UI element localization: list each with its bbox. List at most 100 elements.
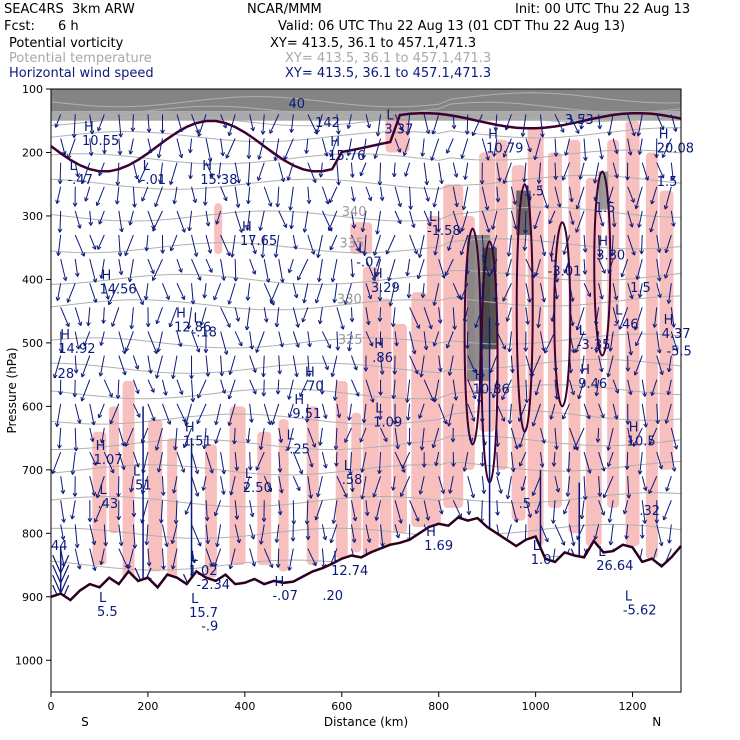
wind-arrowhead: [479, 373, 485, 378]
wind-arrow: [350, 476, 354, 492]
wind-arrowhead: [101, 319, 106, 324]
wind-arrow: [406, 379, 411, 403]
wind-arrow: [521, 476, 527, 491]
wind-arrow: [467, 355, 476, 373]
wind-arrow: [89, 258, 97, 283]
wind-arrowhead: [205, 222, 211, 227]
extrema-marker-22: L: [194, 312, 202, 327]
wind-arrowhead: [151, 276, 157, 281]
wind-arrowhead: [531, 422, 537, 427]
extrema-label-18: 1.5: [630, 281, 651, 296]
wind-arrow: [583, 138, 587, 161]
wind-arrow: [321, 451, 327, 469]
wind-arrow: [263, 475, 272, 492]
wind-arrowhead: [634, 204, 639, 210]
wind-arrowhead: [234, 466, 240, 471]
wind-arrow: [205, 524, 209, 544]
wind-arrowhead: [296, 486, 301, 492]
wind-arrowhead: [260, 253, 266, 259]
wind-arrow: [216, 524, 222, 547]
wind-arrow: [409, 186, 412, 210]
wind-arrow: [117, 162, 120, 186]
isentrope-label-1: 335: [339, 237, 364, 252]
wind-arrow: [220, 331, 228, 355]
extrema-marker-19: H: [176, 306, 186, 321]
wind-arrow: [89, 548, 96, 571]
wind-arrowhead: [352, 516, 358, 522]
wind-arrowhead: [650, 391, 655, 397]
extrema-label-1: -.47: [67, 173, 92, 188]
wind-arrowhead: [277, 468, 283, 473]
wind-arrowhead: [480, 462, 485, 467]
wind-arrow: [380, 355, 383, 375]
wind-arrowhead: [556, 203, 562, 208]
wind-arrow: [656, 114, 664, 130]
wind-arrowhead: [137, 178, 143, 184]
wind-arrowhead: [553, 152, 559, 157]
wind-arrowhead: [432, 203, 438, 208]
wind-arrowhead: [479, 180, 485, 185]
wind-arrow: [670, 210, 675, 227]
wind-arrowhead: [252, 368, 257, 373]
wind-arrow: [392, 307, 396, 327]
wind-arrowhead: [385, 250, 391, 255]
wind-arrow: [185, 403, 193, 426]
wind-arrowhead: [599, 155, 604, 160]
wind-arrowhead: [544, 204, 549, 209]
wind-arrowhead: [570, 220, 575, 225]
wind-arrow: [350, 355, 358, 371]
wind-arrowhead: [97, 126, 102, 132]
wind-arrowhead: [261, 517, 267, 522]
extrema-label-27: .28: [53, 367, 74, 382]
wind-arrowhead: [502, 179, 508, 185]
wind-arrow: [60, 307, 70, 327]
wind-arrow: [161, 403, 171, 425]
wind-arrowhead: [245, 226, 251, 231]
wind-arrowhead: [390, 322, 396, 328]
pink-shade-32: [214, 203, 223, 255]
wind-arrow: [335, 452, 338, 467]
extrema-label-17: 3.29: [371, 281, 400, 296]
wind-arrow: [262, 355, 265, 377]
wind-arrowhead: [148, 369, 153, 374]
wind-arrow: [200, 307, 207, 326]
wind-arrowhead: [118, 270, 124, 276]
wind-arrow: [670, 307, 675, 328]
wind-arrowhead: [156, 348, 161, 353]
wind-arrow: [321, 138, 328, 157]
wind-arrowhead: [398, 519, 403, 524]
wind-arrowhead: [493, 127, 499, 132]
wind-arrow: [321, 524, 327, 541]
wind-arrowhead: [130, 127, 136, 132]
wind-arrow: [553, 452, 556, 467]
wind-arrow: [496, 500, 499, 516]
wind-arrow: [147, 379, 155, 393]
wind-arrowhead: [425, 516, 431, 521]
wind-arrow: [255, 451, 265, 471]
wind-arrow: [562, 403, 570, 420]
wind-arrow: [539, 186, 549, 209]
wind-arrow: [481, 258, 491, 277]
wind-arrow: [583, 283, 591, 297]
wind-arrow: [89, 403, 95, 426]
wind-arrowhead: [497, 177, 502, 182]
pink-shade-14: [392, 323, 407, 534]
wind-arrow: [670, 162, 674, 181]
wind-arrowhead: [554, 295, 559, 300]
isentrope-10: [50, 333, 682, 349]
wind-arrow: [567, 476, 571, 497]
wind-arrowhead: [349, 318, 355, 323]
wind-arrowhead: [622, 510, 628, 515]
wind-arrowhead: [411, 349, 417, 355]
isentrope-9: [50, 295, 682, 311]
wind-arrow: [307, 451, 313, 468]
wind-arrow: [505, 114, 512, 131]
wind-arrowhead: [275, 390, 281, 395]
wind-arrow: [147, 210, 155, 230]
wind-arrow: [452, 500, 462, 518]
wind-arrowhead: [230, 253, 235, 258]
wind-arrow: [350, 500, 357, 522]
wind-arrow: [118, 548, 129, 569]
wind-arrowhead: [375, 132, 381, 137]
wind-arrow: [220, 234, 231, 257]
